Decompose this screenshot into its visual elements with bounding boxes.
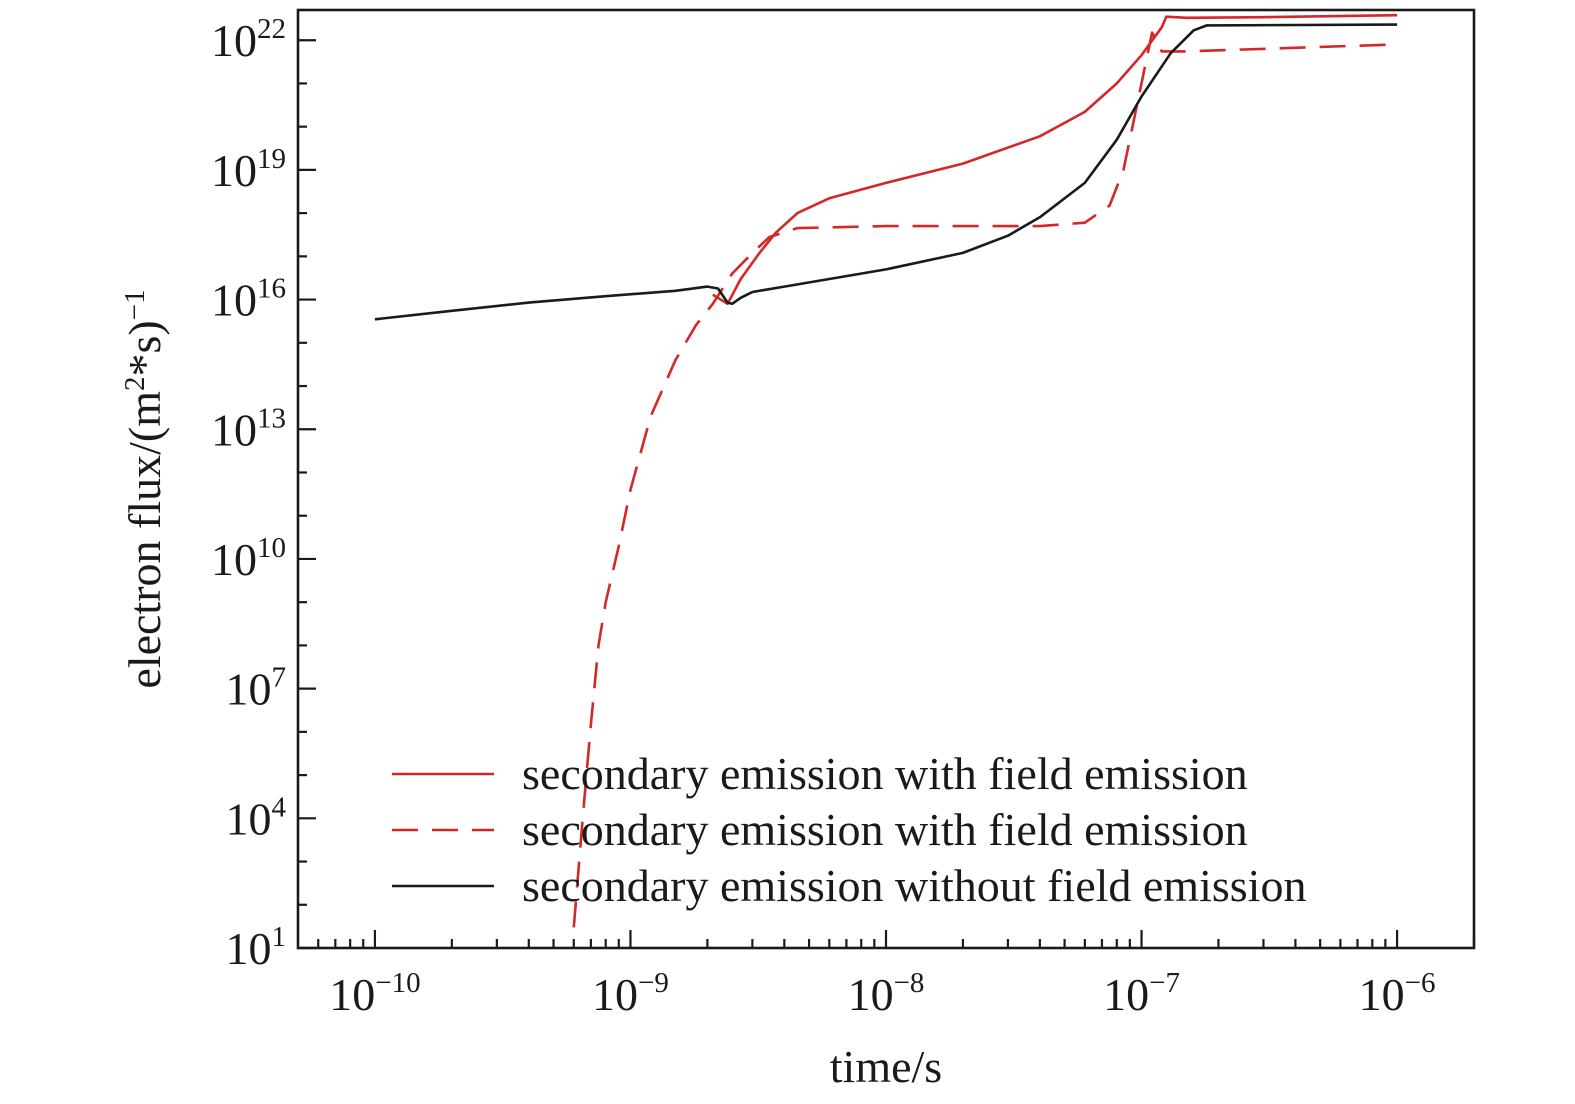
y-tick-base: 10: [211, 15, 257, 66]
y-tick-exp: 10: [257, 532, 286, 564]
x-tick-label: 10−10: [329, 967, 420, 1020]
x-tick-exp: −7: [1149, 967, 1180, 999]
x-tick-base: 10: [592, 969, 638, 1020]
legend: secondary emission with field emission s…: [392, 748, 1306, 911]
series-line-0: [712, 13, 1398, 306]
y-tick-base: 10: [211, 275, 257, 326]
y-tick-exp: 22: [257, 13, 286, 45]
y-tick-label: 1010: [211, 532, 286, 585]
y-tick-exp: 1: [272, 921, 287, 953]
y-axis-label-mid: *s): [119, 320, 170, 376]
x-tick-base: 10: [848, 969, 894, 1020]
y-tick-label: 107: [226, 662, 287, 715]
y-tick-exp: 7: [272, 662, 287, 694]
y-tick-base: 10: [226, 664, 272, 715]
major-ticks: [298, 39, 1399, 950]
y-tick-label: 104: [226, 791, 287, 844]
x-tick-base: 10: [1359, 969, 1405, 1020]
y-tick-label: 1013: [211, 402, 286, 455]
y-tick-base: 10: [211, 534, 257, 585]
y-tick-base: 10: [226, 923, 272, 974]
x-tick-exp: −9: [638, 967, 669, 999]
y-tick-label: 1019: [211, 143, 286, 196]
y-tick-exp: 19: [257, 143, 286, 175]
y-tick-base: 10: [211, 145, 257, 196]
y-axis-label: electron flux/(m2*s)−1: [119, 289, 170, 688]
x-tick-base: 10: [329, 969, 375, 1020]
series-line-2: [374, 23, 1398, 321]
legend-label-2: secondary emission without field emissio…: [522, 860, 1306, 911]
y-tick-exp: 13: [257, 402, 286, 434]
y-tick-base: 10: [211, 404, 257, 455]
y-tick-label: 1022: [211, 13, 286, 66]
y-tick-base: 10: [226, 793, 272, 844]
x-axis-label: time/s: [830, 1041, 942, 1092]
y-axis-label-sup2: −1: [119, 289, 151, 320]
x-tick-label: 10−7: [1103, 967, 1180, 1020]
legend-label-0: secondary emission with field emission: [522, 748, 1248, 799]
y-tick-label: 1016: [211, 273, 286, 326]
x-tick-base: 10: [1103, 969, 1149, 1020]
minor-ticks: [298, 82, 1476, 948]
y-tick-exp: 4: [272, 791, 287, 823]
x-tick-exp: −10: [375, 967, 420, 999]
series-line-1: [572, 31, 1398, 928]
x-tick-exp: −6: [1405, 967, 1436, 999]
x-tick-labels: 10−10 10−9 10−8 10−7 10−6: [329, 967, 1435, 1020]
x-tick-label: 10−9: [592, 967, 669, 1020]
x-tick-exp: −8: [894, 967, 925, 999]
x-tick-label: 10−8: [848, 967, 925, 1020]
series-group: [374, 13, 1398, 928]
y-tick-label: 101: [226, 921, 287, 974]
y-tick-exp: 16: [257, 273, 286, 305]
x-tick-label: 10−6: [1359, 967, 1436, 1020]
legend-label-1: secondary emission with field emission: [522, 804, 1248, 855]
y-axis-label-main: electron flux/(m: [119, 391, 170, 689]
y-axis-label-sup1: 2: [119, 376, 151, 391]
